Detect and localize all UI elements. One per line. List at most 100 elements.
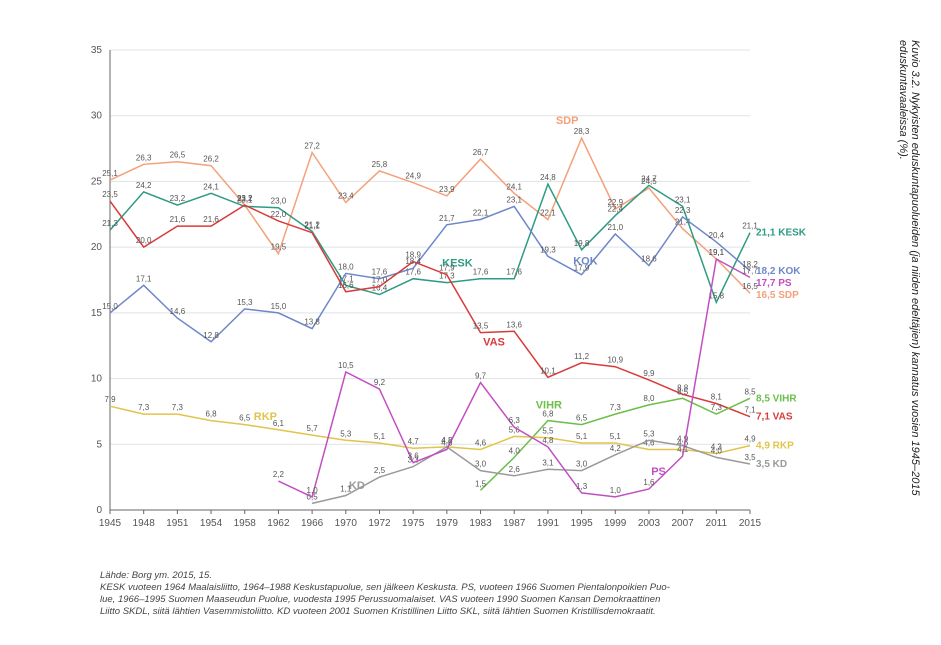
value-label: 6,8 (205, 410, 217, 419)
value-label: 23,9 (439, 185, 455, 194)
x-tick-label: 1966 (301, 518, 324, 529)
value-label: 4,8 (542, 436, 554, 445)
value-label: 26,5 (170, 151, 186, 160)
value-label: 7,3 (172, 403, 184, 412)
line-chart: 0510152025303519451948195119541958196219… (60, 40, 830, 550)
value-label: 8,5 (677, 387, 689, 396)
value-label: 19,8 (574, 239, 590, 248)
series-inline-label: KD (349, 480, 365, 492)
value-label: 1,5 (475, 479, 487, 488)
footnote-line-1: KESK vuoteen 1964 Maalaisliitto, 1964–19… (100, 582, 820, 594)
value-label: 9,7 (475, 372, 487, 381)
value-label: 24,7 (641, 174, 657, 183)
value-label: 10,9 (607, 356, 623, 365)
value-label: 21,0 (607, 223, 623, 232)
value-label: 3,5 (744, 453, 756, 462)
x-tick-label: 1999 (604, 518, 627, 529)
chart-container: 0510152025303519451948195119541958196219… (60, 40, 830, 550)
value-label: 17,6 (473, 268, 489, 277)
value-label: 26,3 (136, 153, 152, 162)
series-inline-label: VAS (483, 336, 505, 348)
value-label: 22,1 (473, 209, 489, 218)
value-label: 22,3 (675, 206, 691, 215)
series-inline-label: PS (651, 466, 666, 478)
value-label: 4,9 (744, 435, 756, 444)
value-label: 5,3 (340, 429, 352, 438)
series-end-label-VIHR: 8,5 VIHR (756, 393, 797, 404)
footnote-line-3: Liitto SKDL, siitä lähtien Vasemmistolii… (100, 606, 820, 618)
value-label: 5,1 (576, 432, 588, 441)
value-label: 4,1 (677, 445, 689, 454)
value-label: 1,0 (307, 486, 319, 495)
y-tick-label: 10 (91, 374, 103, 385)
value-label: 15,3 (237, 298, 253, 307)
y-tick-label: 35 (91, 45, 103, 56)
footnote-line-2: lue, 1966–1995 Suomen Maaseudun Puolue, … (100, 594, 820, 606)
series-end-label-VAS: 7,1 VAS (756, 412, 793, 423)
value-label: 13,6 (506, 320, 522, 329)
value-label: 15,0 (102, 302, 118, 311)
x-tick-label: 1945 (99, 518, 122, 529)
page-root: Kuvio 3.2. Nykyisten eduskuntapuolueiden… (0, 0, 941, 645)
value-label: 1,0 (610, 486, 622, 495)
value-label: 23,5 (102, 190, 118, 199)
value-label: 2,2 (273, 470, 285, 479)
value-label: 15,0 (271, 302, 287, 311)
value-label: 7,1 (744, 406, 756, 415)
value-label: 18,0 (338, 262, 354, 271)
value-label: 6,3 (509, 416, 521, 425)
value-label: 4,9 (677, 435, 689, 444)
value-label: 14,6 (170, 307, 186, 316)
value-label: 5,5 (542, 427, 554, 436)
value-label: 21,6 (170, 215, 186, 224)
value-label: 19,3 (540, 245, 556, 254)
x-tick-label: 1972 (368, 518, 391, 529)
series-end-label-PS: 17,7 PS (756, 278, 792, 289)
value-label: 7,3 (711, 403, 723, 412)
x-tick-label: 1962 (267, 518, 290, 529)
series-inline-label: VIHR (536, 400, 562, 412)
value-label: 26,2 (203, 155, 219, 164)
value-label: 28,3 (574, 127, 590, 136)
x-tick-label: 1948 (133, 518, 156, 529)
value-label: 20,4 (709, 231, 725, 240)
value-label: 7,3 (138, 403, 150, 412)
value-label: 24,1 (203, 182, 219, 191)
value-label: 5,3 (643, 429, 655, 438)
value-label: 16,6 (338, 281, 354, 290)
series-PS (278, 259, 750, 497)
value-label: 22,0 (271, 210, 287, 219)
value-label: 21,6 (203, 215, 219, 224)
y-tick-label: 20 (91, 242, 103, 253)
value-label: 17,6 (405, 268, 421, 277)
x-tick-label: 1979 (436, 518, 459, 529)
x-tick-label: 1958 (234, 518, 257, 529)
value-label: 8,0 (643, 394, 655, 403)
value-label: 3,1 (542, 458, 554, 467)
value-label: 10,1 (540, 366, 556, 375)
value-label: 1,3 (576, 482, 588, 491)
value-label: 24,1 (506, 182, 522, 191)
series-VAS (110, 201, 750, 417)
x-tick-label: 1954 (200, 518, 223, 529)
value-label: 21,3 (102, 219, 118, 228)
value-label: 5,1 (374, 432, 386, 441)
value-label: 4,0 (509, 446, 521, 455)
x-tick-label: 1970 (335, 518, 358, 529)
value-label: 5,1 (610, 432, 622, 441)
y-tick-label: 25 (91, 176, 103, 187)
x-tick-label: 1951 (166, 518, 189, 529)
value-label: 27,2 (304, 142, 320, 151)
series-KESK (110, 184, 750, 302)
value-label: 21,1 (304, 222, 320, 231)
value-label: 3,0 (475, 460, 487, 469)
value-label: 4,6 (475, 439, 487, 448)
figure-caption: Kuvio 3.2. Nykyisten eduskuntapuolueiden… (903, 40, 921, 520)
value-label: 7,9 (104, 395, 116, 404)
value-label: 10,5 (338, 361, 354, 370)
x-tick-label: 2007 (672, 518, 695, 529)
value-label: 3,0 (576, 460, 588, 469)
value-label: 18,9 (405, 251, 421, 260)
value-label: 9,2 (374, 378, 386, 387)
value-label: 7,3 (610, 403, 622, 412)
